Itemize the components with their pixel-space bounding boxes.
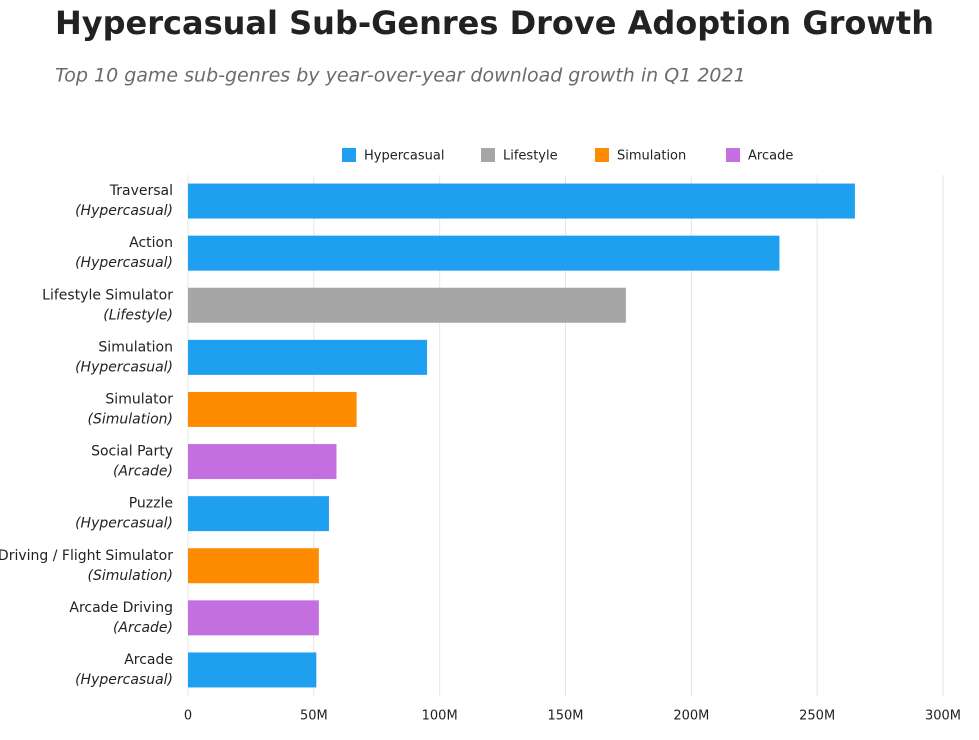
x-tick-label: 100M [422, 709, 458, 724]
y-tick-note: (Hypercasual) [75, 359, 173, 375]
y-tick-note: (Arcade) [113, 620, 173, 636]
y-tick-label: Social Party [91, 444, 173, 460]
y-tick-note: (Hypercasual) [75, 255, 173, 271]
legend-swatch [726, 148, 740, 162]
y-tick-label: Action [129, 235, 173, 251]
bar [188, 548, 319, 584]
legend-label: Simulation [617, 149, 686, 164]
bar [188, 391, 357, 427]
bar [188, 183, 855, 219]
x-tick-label: 0 [184, 709, 192, 724]
legend-label: Lifestyle [503, 149, 558, 164]
y-tick-note: (Simulation) [88, 411, 174, 427]
y-tick-label: Simulation [98, 339, 173, 355]
bar [188, 235, 780, 271]
chart-title: Hypercasual Sub-Genres Drove Adoption Gr… [55, 4, 934, 42]
bar [188, 652, 317, 688]
y-tick-note: (Arcade) [113, 464, 173, 480]
y-tick-label: Driving / Flight Simulator [0, 548, 173, 564]
legend-label: Arcade [748, 149, 793, 164]
bar [188, 287, 626, 323]
bar [188, 496, 329, 532]
y-tick-label: Arcade Driving [69, 600, 173, 616]
legend-swatch [595, 148, 609, 162]
y-tick-note: (Hypercasual) [75, 516, 173, 532]
y-tick-note: (Lifestyle) [103, 307, 173, 323]
x-tick-label: 250M [799, 709, 835, 724]
y-tick-note: (Hypercasual) [75, 672, 173, 688]
y-tick-label: Lifestyle Simulator [42, 287, 173, 303]
bar [188, 600, 319, 636]
legend-swatch [481, 148, 495, 162]
legend-label: Hypercasual [364, 149, 444, 164]
x-tick-label: 150M [547, 709, 583, 724]
legend-swatch [342, 148, 356, 162]
y-tick-label: Traversal [109, 183, 173, 199]
y-tick-label: Arcade [124, 652, 173, 668]
y-tick-note: (Hypercasual) [75, 203, 173, 219]
x-tick-label: 200M [673, 709, 709, 724]
chart-subtitle: Top 10 game sub-genres by year-over-year… [55, 65, 746, 87]
y-tick-label: Puzzle [129, 496, 173, 512]
y-tick-label: Simulator [105, 391, 173, 407]
y-tick-note: (Simulation) [88, 568, 174, 584]
x-tick-label: 300M [925, 709, 961, 724]
bar [188, 339, 428, 375]
x-tick-label: 50M [300, 709, 328, 724]
bar [188, 444, 337, 480]
